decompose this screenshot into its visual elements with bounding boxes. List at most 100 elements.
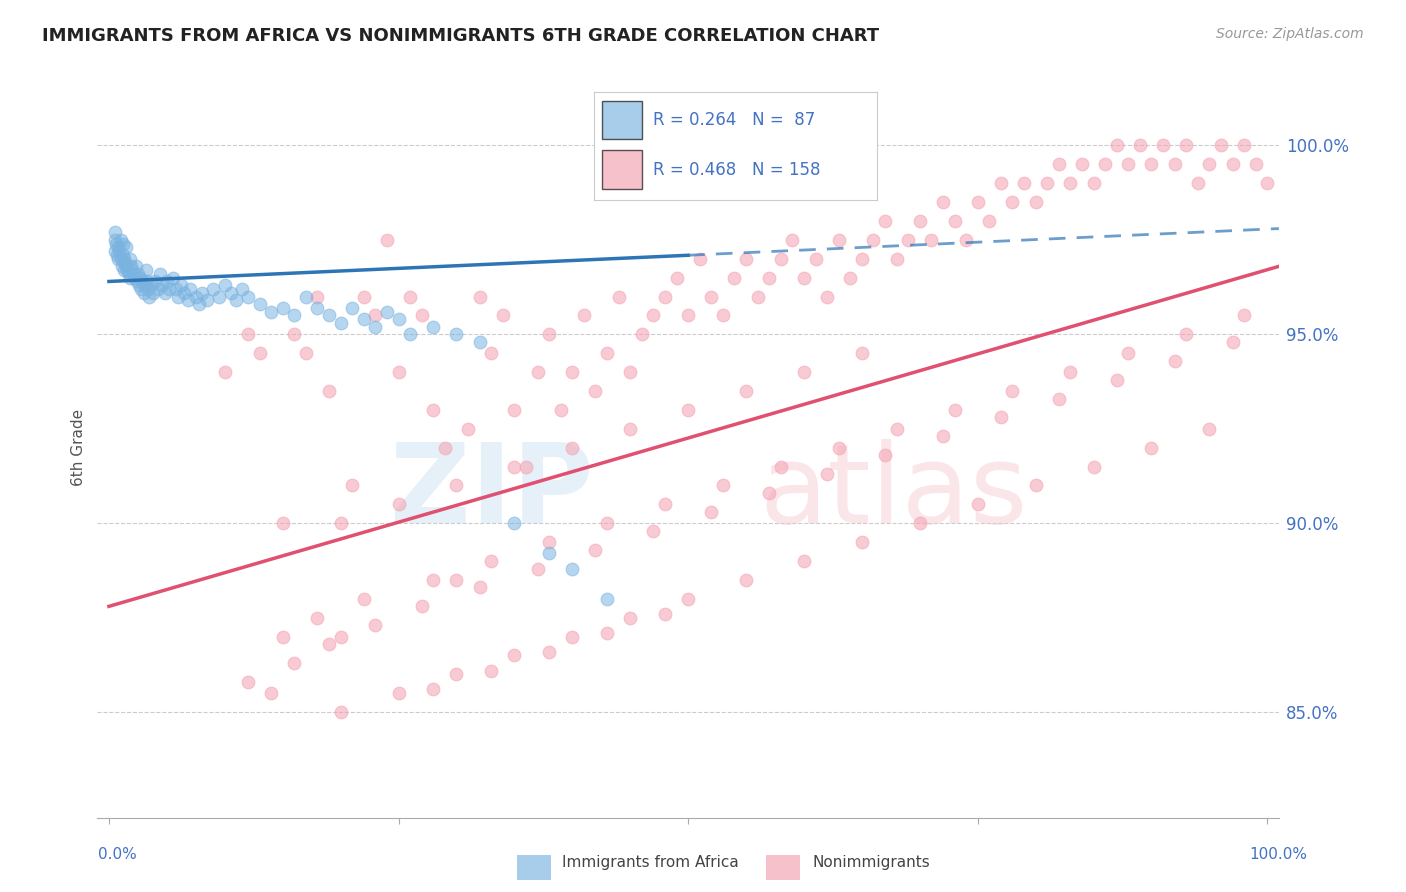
Point <box>112 252 135 266</box>
Point <box>295 346 318 360</box>
Point <box>723 270 745 285</box>
Point <box>138 289 160 303</box>
Point <box>886 252 908 266</box>
Point <box>353 312 375 326</box>
Point <box>149 267 172 281</box>
Point <box>596 591 619 606</box>
Point <box>170 278 193 293</box>
Point <box>990 410 1012 425</box>
Point <box>353 289 375 303</box>
Point <box>202 282 225 296</box>
Point <box>782 233 804 247</box>
Point <box>399 327 422 342</box>
Point <box>128 278 150 293</box>
Point <box>236 327 259 342</box>
Point <box>108 244 131 259</box>
Point <box>121 263 143 277</box>
Point <box>135 263 157 277</box>
Point <box>619 422 641 436</box>
Point <box>124 260 146 274</box>
Point <box>295 289 318 303</box>
Point <box>190 285 212 300</box>
Point <box>735 252 758 266</box>
Point <box>271 301 294 315</box>
Point <box>364 319 387 334</box>
Point <box>120 260 142 274</box>
Point <box>457 422 479 436</box>
Point <box>1071 157 1094 171</box>
Point <box>793 365 815 379</box>
Point <box>561 441 583 455</box>
Point <box>1105 138 1128 153</box>
Point <box>492 309 515 323</box>
Point <box>387 365 409 379</box>
Point <box>1059 176 1081 190</box>
Point <box>1233 309 1256 323</box>
Point <box>676 591 699 606</box>
Point <box>318 637 340 651</box>
Point <box>271 516 294 531</box>
Point <box>1036 176 1059 190</box>
Point <box>104 244 127 259</box>
Point <box>260 686 283 700</box>
Point <box>851 252 873 266</box>
Point <box>236 674 259 689</box>
Point <box>214 278 236 293</box>
Point <box>1047 392 1070 406</box>
Point <box>179 282 201 296</box>
Point <box>990 176 1012 190</box>
Point <box>1163 157 1185 171</box>
Point <box>364 309 387 323</box>
Point <box>422 573 444 587</box>
Point <box>375 304 398 318</box>
Point <box>142 285 165 300</box>
Point <box>136 282 159 296</box>
Point <box>150 278 173 293</box>
Text: atlas: atlas <box>759 439 1028 546</box>
Point <box>122 267 145 281</box>
Point <box>1012 176 1035 190</box>
Point <box>143 275 166 289</box>
Point <box>197 293 219 308</box>
Point <box>129 270 152 285</box>
Point <box>758 270 780 285</box>
Point <box>115 240 138 254</box>
Point <box>329 630 352 644</box>
Point <box>446 478 468 492</box>
Point <box>387 312 409 326</box>
Point <box>676 403 699 417</box>
Point <box>153 285 176 300</box>
Point <box>943 214 966 228</box>
Point <box>231 282 253 296</box>
Point <box>124 270 146 285</box>
Point <box>318 309 340 323</box>
Point <box>851 346 873 360</box>
Point <box>851 535 873 549</box>
Point <box>111 260 134 274</box>
Point <box>162 270 184 285</box>
Point <box>538 546 561 560</box>
Point <box>479 554 502 568</box>
Text: Source: ZipAtlas.com: Source: ZipAtlas.com <box>1216 27 1364 41</box>
Point <box>839 270 862 285</box>
Point <box>572 309 595 323</box>
Point <box>920 233 942 247</box>
Point <box>283 327 305 342</box>
Point <box>1244 157 1267 171</box>
Point <box>104 236 127 251</box>
Point <box>110 233 132 247</box>
Point <box>115 260 138 274</box>
Point <box>815 467 838 482</box>
Point <box>1175 327 1198 342</box>
Point <box>1163 353 1185 368</box>
Point <box>1105 373 1128 387</box>
Point <box>1094 157 1116 171</box>
Point <box>307 610 329 624</box>
Point <box>136 275 159 289</box>
Point <box>446 573 468 587</box>
Point <box>340 301 363 315</box>
Text: 0.0%: 0.0% <box>98 847 138 863</box>
Point <box>550 403 572 417</box>
Point <box>735 573 758 587</box>
Point <box>932 429 955 443</box>
